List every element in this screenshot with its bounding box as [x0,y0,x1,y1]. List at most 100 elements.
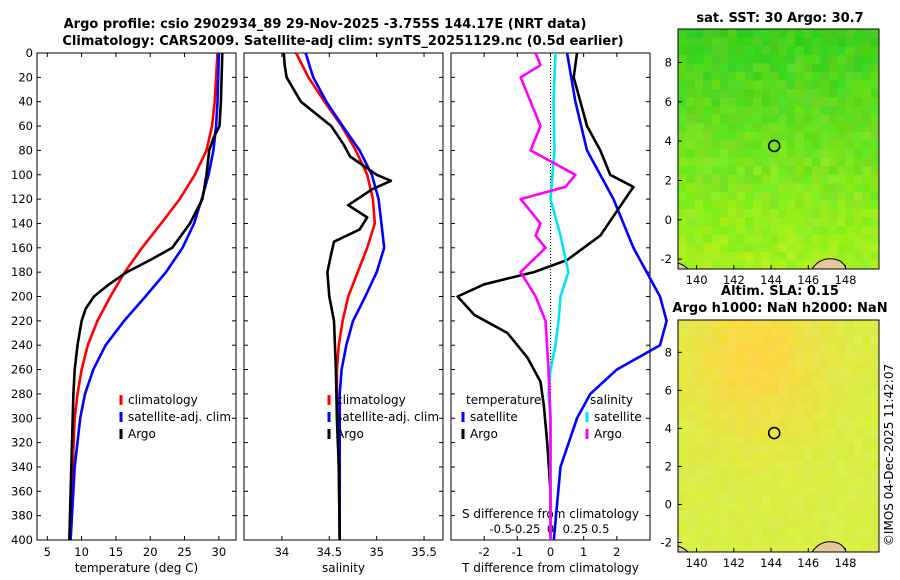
depth-tick-label: 0 [26,46,33,60]
sst-field-cell [770,29,779,38]
legend-label: satellite [470,410,518,424]
sla-field-cell [761,361,771,371]
sst-field-cell [812,131,821,141]
sla-field-cell [770,444,779,453]
sla-field-cell [803,386,813,395]
sla-field-cell [870,336,880,346]
sla-field-cell [703,386,712,395]
sla-field-cell [761,477,771,487]
sla-field-cell [795,386,805,395]
sst-field-cell [719,37,729,47]
sla-field-cell [711,328,721,337]
sst-field-cell [745,157,754,167]
sst-field-cell [719,260,729,270]
sla-field-cell [736,477,746,487]
sst-field-cell [761,183,771,193]
sst-field-cell [686,251,696,261]
sst-field-cell [753,114,763,124]
sst-field-cell [870,140,880,150]
depth-tick-label: 280 [11,387,33,401]
sla-field-cell [795,328,805,337]
sla-field-cell [711,344,721,354]
salinity-xlabel: salinity [322,561,365,575]
sla-field-cell [736,353,746,362]
sla-field-cell [678,419,687,429]
sla-field-cell [761,336,771,346]
sla-field-cell [694,344,704,354]
sst-field-cell [703,29,712,38]
sst-field-cell [770,174,779,184]
sst-field-cell [862,183,872,193]
sst-xtick-label: 148 [835,273,857,287]
sla-field-cell [786,361,796,371]
sst-field-cell [686,114,696,124]
sst-field-cell [778,71,788,81]
sst-field-cell [786,174,796,184]
sst-ytick-label: 2 [665,173,672,187]
sla-field-cell [678,444,687,453]
sst-field-cell [745,226,754,236]
sla-field-cell [753,477,763,487]
sst-field-cell [770,191,779,201]
sst-ytick-label: 4 [665,134,672,148]
sst-field-cell [753,191,763,201]
sst-field-cell [728,200,738,210]
sla-field-cell [745,336,754,346]
sst-field-cell [803,37,813,47]
sla-field-cell [686,411,696,420]
sla-field-cell [845,436,855,445]
sla-field-cell [812,427,821,437]
sla-field-cell [837,452,846,462]
sla-xtick-label: 148 [835,556,857,570]
sst-field-cell [686,200,696,210]
sst-field-cell [853,217,863,227]
sst-field-cell [845,131,855,141]
sla-field-cell [694,510,704,520]
sla-field-cell [862,460,872,470]
sst-field-cell [728,183,738,193]
sst-field-cell [694,54,704,64]
sla-field-cell [736,527,746,536]
sst-field-cell [719,29,729,38]
sst-field-cell [845,54,855,64]
sst-field-cell [753,29,763,38]
sla-field-cell [694,477,704,487]
sst-field-cell [736,71,746,81]
sla-field-cell [728,353,738,362]
sla-field-cell [853,369,863,379]
sla-field-cell [853,320,863,329]
sst-field-cell [820,157,830,167]
sla-field-cell [828,485,838,495]
sla-field-cell [803,336,813,346]
sst-field-cell [812,63,821,73]
sla-field-cell [745,353,754,362]
sst-field-cell [736,63,746,73]
sst-field-cell [837,200,846,210]
sst-field-cell [728,29,738,38]
sst-field-cell [745,131,754,141]
sla-field-cell [694,543,704,553]
sla-field-cell [753,386,763,395]
sla-field-cell [870,469,880,478]
sla-field-cell [862,419,872,429]
sst-field-cell [711,37,721,47]
sla-field-cell [820,444,830,453]
sla-field-cell [694,436,704,445]
sla-field-cell [828,394,838,404]
sla-field-cell [753,378,763,387]
sst-field-cell [753,243,763,253]
sst-field-cell [778,260,788,270]
series-climatology-line [68,52,219,541]
sla-xtick-label: 140 [686,556,708,570]
sst-field-cell [862,217,872,227]
sst-field-cell [845,200,855,210]
sst-field-cell [786,166,796,176]
sla-field-cell [761,485,771,495]
sla-field-cell [678,527,687,536]
sla-field-cell [812,402,821,412]
sla-field-cell [786,411,796,420]
sla-field-cell [728,469,738,478]
sla-field-cell [736,419,746,429]
sst-field-cell [778,183,788,193]
sst-field-cell [820,226,830,236]
